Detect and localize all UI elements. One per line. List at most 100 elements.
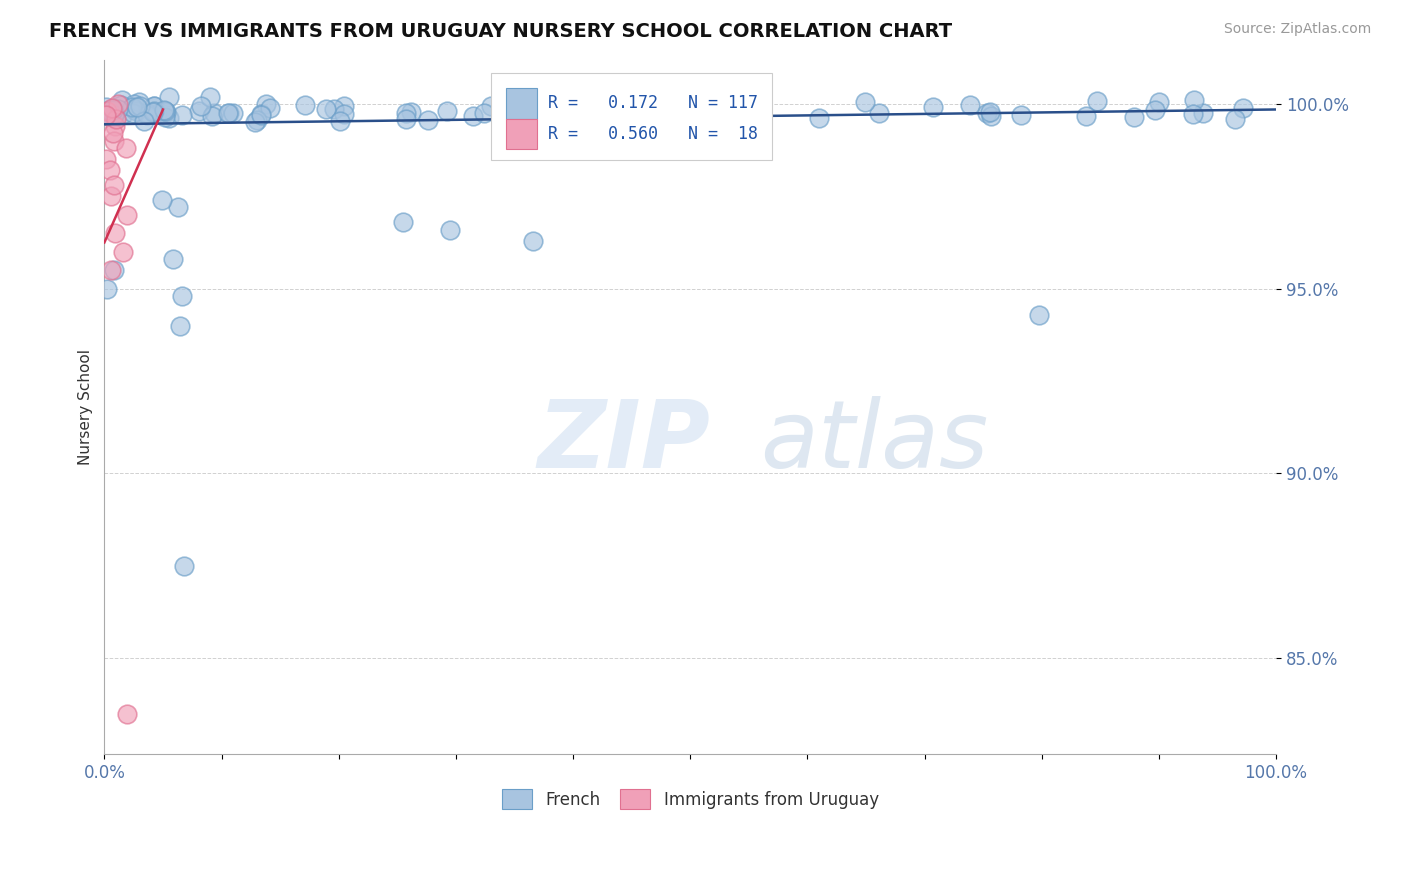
Point xyxy=(129,98,152,112)
Point xyxy=(111,107,134,121)
Point xyxy=(111,244,134,259)
Point xyxy=(1028,308,1050,322)
Point xyxy=(807,111,830,125)
Point xyxy=(155,104,177,119)
Point xyxy=(103,127,125,141)
Point xyxy=(101,111,124,125)
Point xyxy=(1085,94,1108,108)
Point xyxy=(94,108,117,122)
Point xyxy=(135,105,157,120)
Point xyxy=(329,113,352,128)
FancyBboxPatch shape xyxy=(506,88,537,119)
Point xyxy=(187,104,209,119)
Point xyxy=(98,109,121,123)
Point xyxy=(853,95,876,109)
Point xyxy=(1192,106,1215,120)
Point xyxy=(250,107,273,121)
Point xyxy=(98,103,121,117)
Point xyxy=(1144,103,1167,117)
Point xyxy=(395,112,418,127)
Point xyxy=(162,252,184,266)
Point xyxy=(143,99,166,113)
Point xyxy=(110,98,132,112)
Point xyxy=(259,101,281,115)
Point xyxy=(399,105,422,120)
Point xyxy=(1076,109,1098,123)
Point xyxy=(103,263,125,277)
Point xyxy=(439,222,461,236)
Point xyxy=(979,105,1001,120)
Point xyxy=(117,706,139,721)
Point xyxy=(416,113,439,128)
Point xyxy=(1223,112,1246,126)
Point xyxy=(173,558,195,573)
Y-axis label: Nursery School: Nursery School xyxy=(79,349,93,465)
Point xyxy=(122,106,145,120)
Point xyxy=(254,97,277,112)
Point xyxy=(155,111,177,125)
Point xyxy=(735,101,758,115)
Point xyxy=(104,119,127,133)
Point xyxy=(436,103,458,118)
Point xyxy=(333,99,356,113)
Point xyxy=(605,108,627,122)
Point xyxy=(332,107,354,121)
Text: R =   0.560   N =  18: R = 0.560 N = 18 xyxy=(548,125,758,143)
Point xyxy=(222,106,245,120)
Point xyxy=(392,215,415,229)
Point xyxy=(104,103,127,118)
Point xyxy=(94,153,117,167)
Point xyxy=(104,226,127,240)
Point xyxy=(1122,110,1144,124)
Point xyxy=(96,282,118,296)
Point xyxy=(628,101,651,115)
Point xyxy=(122,96,145,111)
Point xyxy=(94,108,117,122)
Point xyxy=(562,107,585,121)
Point xyxy=(474,105,496,120)
Point xyxy=(98,163,121,178)
Point xyxy=(201,109,224,123)
Point xyxy=(100,189,122,203)
Point xyxy=(169,318,191,333)
Point xyxy=(922,100,945,114)
Point xyxy=(250,108,273,122)
Point xyxy=(323,102,346,116)
Legend: French, Immigrants from Uruguay: French, Immigrants from Uruguay xyxy=(495,783,886,815)
Point xyxy=(152,103,174,117)
Point xyxy=(522,234,544,248)
Point xyxy=(686,93,709,107)
Point xyxy=(616,99,638,113)
Point xyxy=(533,103,555,117)
Point xyxy=(868,106,890,120)
Point xyxy=(111,93,134,107)
Point xyxy=(157,111,180,125)
Point xyxy=(959,98,981,112)
FancyBboxPatch shape xyxy=(491,73,772,161)
Point xyxy=(100,101,122,115)
Point xyxy=(315,102,337,116)
Point xyxy=(157,90,180,104)
Point xyxy=(648,104,671,119)
Point xyxy=(103,178,125,193)
Point xyxy=(135,108,157,122)
Text: atlas: atlas xyxy=(761,396,988,487)
Point xyxy=(1147,95,1170,109)
FancyBboxPatch shape xyxy=(506,119,537,149)
Point xyxy=(461,109,484,123)
Point xyxy=(976,105,998,120)
Point xyxy=(1010,108,1032,122)
Point xyxy=(630,111,652,125)
Point xyxy=(153,103,176,118)
Point xyxy=(150,193,173,207)
Point xyxy=(218,105,240,120)
Point xyxy=(631,98,654,112)
Point xyxy=(395,106,418,120)
Point xyxy=(121,100,143,114)
Point xyxy=(107,97,129,112)
Point xyxy=(117,208,139,222)
Point xyxy=(104,112,127,126)
Point xyxy=(125,103,148,118)
Point xyxy=(103,134,125,148)
Point xyxy=(132,114,155,128)
